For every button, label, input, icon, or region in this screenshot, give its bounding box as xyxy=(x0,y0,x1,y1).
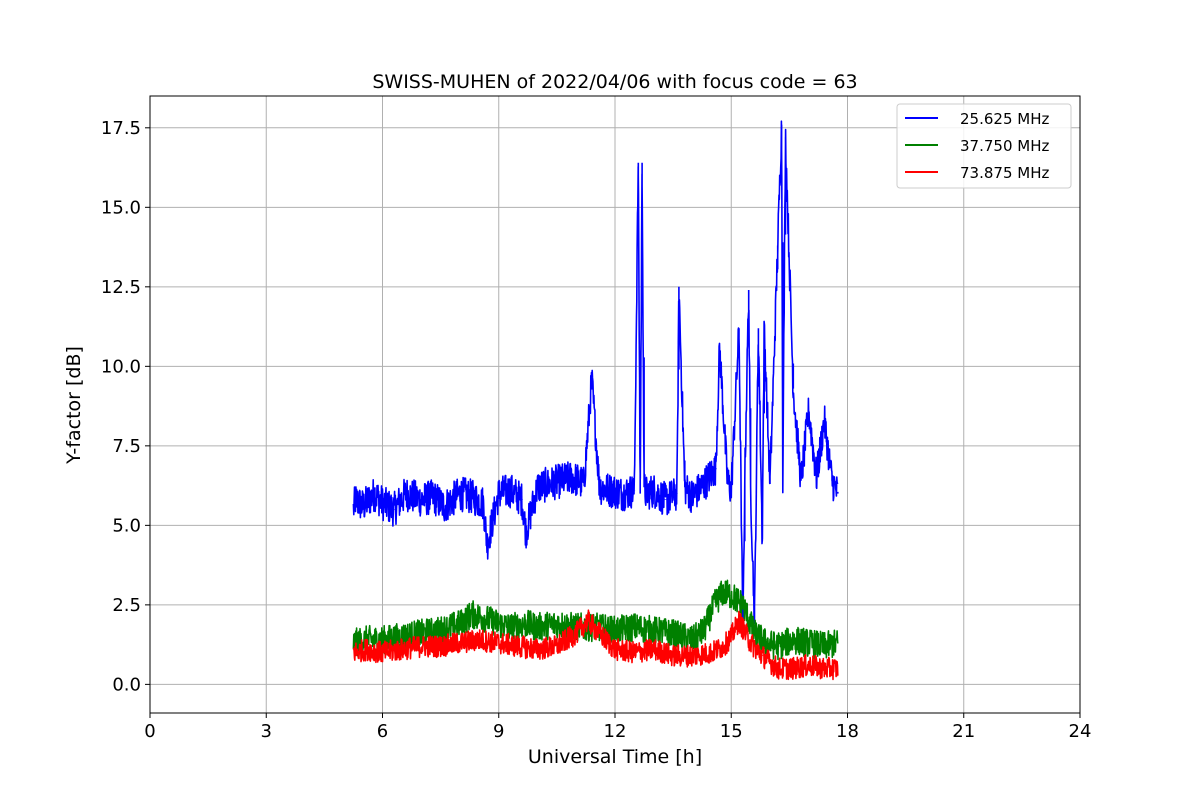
y-tick-label: 12.5 xyxy=(101,277,141,298)
y-axis-label: Y-factor [dB] xyxy=(63,346,85,465)
x-tick-label: 15 xyxy=(720,721,743,742)
legend-label-3: 73.875 MHz xyxy=(960,164,1049,182)
x-tick-label: 21 xyxy=(952,721,975,742)
axis-layer: 0 3 6 9 12 15 18 21 24 0.0 2.5 5.0 7.5 10.0 12.5 15.0 17… xyxy=(101,118,1092,742)
chart-title: SWISS-MUHEN of 2022/04/06 with focus cod… xyxy=(372,71,857,93)
y-tick-label: 15.0 xyxy=(101,197,141,218)
x-tick-label: 6 xyxy=(377,721,388,742)
x-tick-label: 3 xyxy=(261,721,272,742)
grid-layer xyxy=(149,96,1081,713)
series-line-1 xyxy=(352,120,839,637)
y-tick-label: 7.5 xyxy=(112,436,141,457)
y-tick-label: 0.0 xyxy=(112,674,141,695)
series-layer xyxy=(352,120,839,681)
series-line-3 xyxy=(352,609,839,681)
y-tick-label: 5.0 xyxy=(112,515,141,536)
x-tick-label: 0 xyxy=(144,721,155,742)
x-tick-label: 9 xyxy=(493,721,504,742)
legend: 25.625 MHz 37.750 MHz 73.875 MHz xyxy=(896,103,1072,189)
legend-label-1: 25.625 MHz xyxy=(960,110,1049,128)
y-tick-label: 2.5 xyxy=(112,595,141,616)
x-tick-label: 12 xyxy=(604,721,627,742)
x-tick-label: 18 xyxy=(836,721,859,742)
y-tick-label: 17.5 xyxy=(101,118,141,139)
legend-label-2: 37.750 MHz xyxy=(960,137,1049,155)
x-axis-label: Universal Time [h] xyxy=(528,746,702,768)
y-tick-label: 10.0 xyxy=(101,356,141,377)
x-tick-label: 24 xyxy=(1069,721,1092,742)
legend-box xyxy=(896,103,1072,189)
